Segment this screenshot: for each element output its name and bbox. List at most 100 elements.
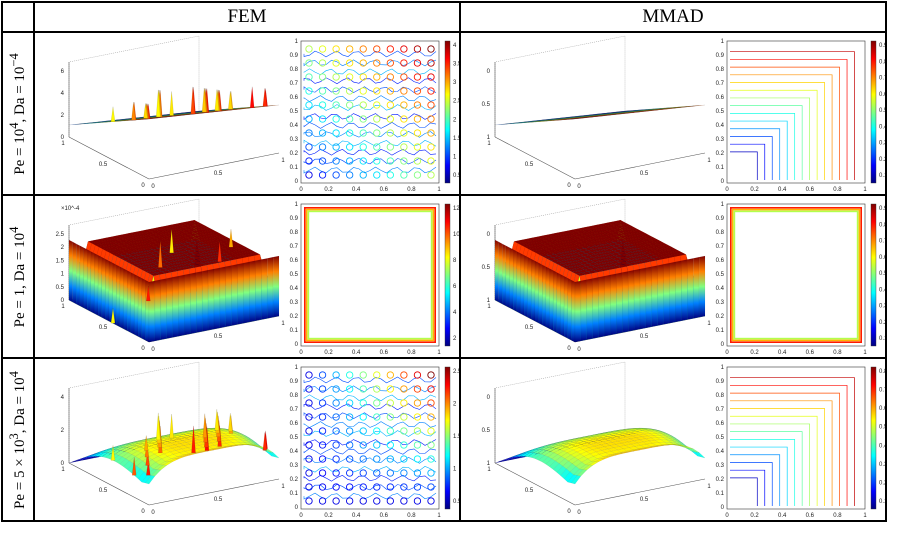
x-tick-label: 0.5 — [99, 162, 108, 168]
oscillation-ring — [386, 399, 394, 407]
oscillation-ring — [400, 45, 408, 53]
y-tick-label: 0 — [151, 510, 155, 516]
x-tick-label: 0.5 — [99, 488, 108, 494]
colorbar-tick: 0.1 — [879, 173, 885, 179]
contour-x-tick: 1 — [437, 187, 441, 193]
surface-plot: 00.511.522.510.50 00.51×10^-4 — [56, 198, 285, 353]
contour-x-tick: 1 — [437, 513, 441, 519]
colorbar-tick: 2.5 — [453, 369, 459, 375]
contour-x-tick: 0.2 — [324, 187, 333, 193]
oscillation-ring — [318, 59, 327, 67]
surface-side — [622, 271, 629, 333]
y-tick-label: 0 — [577, 347, 581, 353]
contour-y-tick: 1 — [721, 39, 725, 45]
oscillation-ring — [373, 59, 381, 67]
row-label-3: Pe = 5 × 103, Da = 104 — [1, 357, 35, 522]
surface-patch — [642, 110, 652, 112]
contour-line — [730, 408, 825, 506]
x-tick-label: 0 — [141, 509, 145, 515]
oscillation-ring — [427, 413, 435, 421]
oscillation-spike — [158, 240, 163, 268]
contour-x-tick: 0.2 — [750, 350, 759, 356]
surface-side — [154, 279, 161, 341]
oscillation-ring — [427, 45, 435, 53]
z-tick-label: 2.5 — [56, 232, 65, 238]
oscillation-ring — [346, 413, 354, 421]
oscillation-ring — [318, 455, 327, 463]
oscillation-ring — [386, 115, 394, 123]
y-tick-label: 0 — [151, 184, 155, 190]
oscillation-ring — [332, 455, 340, 463]
colorbar-tick: 0.1 — [879, 336, 885, 342]
contour-y-tick: 0.1 — [716, 328, 725, 334]
oscillation-ring — [332, 441, 340, 449]
contour-line — [303, 77, 437, 85]
contour-y-tick: 0 — [721, 342, 725, 348]
oscillation-ring — [413, 115, 422, 123]
oscillation-ring — [427, 171, 435, 179]
colorbar-tick: 3.5 — [453, 62, 459, 68]
oscillation-ring — [305, 385, 313, 393]
y-tick-label: 1 — [281, 321, 285, 327]
oscillation-ring — [305, 73, 313, 81]
axis-line — [148, 478, 280, 506]
oscillation-ring — [373, 87, 381, 95]
z-tick-label: 4 — [61, 395, 65, 401]
contour-line — [303, 95, 437, 102]
surface-side — [134, 274, 139, 337]
contour-line — [303, 122, 437, 129]
axis-line — [68, 136, 150, 180]
surface-side — [68, 239, 73, 303]
y-tick-label: 1 — [281, 158, 285, 164]
oscillation-ring — [373, 129, 381, 137]
oscillation-ring — [332, 87, 340, 95]
oscillation-ring — [332, 399, 340, 407]
contour-plot: 1 0.9 0.8 0.7 0.6 0.5 0.4 0.3 0.2 0.1 00 0.2 0.4 0.6 0… — [716, 39, 885, 193]
oscillation-spike — [228, 413, 233, 432]
contour-y-tick: 0.2 — [290, 477, 299, 483]
contour-line — [303, 465, 437, 473]
contour-line — [303, 50, 437, 58]
oscillation-ring — [318, 483, 327, 491]
figure-grid: FEM MMAD Pe = 104, Da = 10−4 0 2 4 6 1 0.5 0 0 0… — [1, 1, 887, 522]
oscillation-ring — [427, 87, 435, 95]
contour-y-tick: 1 — [295, 202, 299, 208]
oscillation-ring — [305, 413, 313, 421]
surface-side — [604, 274, 611, 337]
contour-line — [730, 113, 796, 180]
contour-y-tick: 0.1 — [716, 165, 725, 171]
contour-y-tick: 0.9 — [290, 216, 299, 222]
z-tick-label: 2 — [61, 428, 65, 434]
surface-side — [72, 241, 77, 304]
colorbar-tick: 0.9 — [879, 43, 885, 49]
contour-line — [730, 66, 840, 180]
contour-line — [730, 51, 855, 180]
surface-side — [534, 260, 539, 324]
oscillation-ring — [305, 171, 313, 179]
oscillation-ring — [427, 157, 435, 165]
surface-side — [520, 253, 525, 316]
contour-x-tick: 1 — [437, 350, 441, 356]
colorbar-tick: 0.8 — [879, 59, 885, 65]
colorbar-tick: 12 — [453, 206, 459, 212]
contour-y-tick: 0 — [721, 179, 725, 185]
oscillation-ring — [346, 497, 354, 505]
contour-line — [303, 403, 437, 411]
contour-y-tick: 0.8 — [716, 230, 725, 236]
contour-y-tick: 0.6 — [716, 95, 725, 101]
oscillation-spike — [217, 240, 222, 262]
oscillation-ring — [332, 483, 340, 491]
oscillation-ring — [386, 129, 394, 137]
oscillation-ring — [400, 157, 408, 165]
contour-x-tick: 0.8 — [407, 187, 416, 193]
contour-y-tick: 0.6 — [290, 421, 299, 427]
surface-patch — [571, 118, 581, 120]
contour-x-tick: 0.4 — [352, 513, 361, 519]
surface-side — [190, 272, 197, 334]
contour-line — [730, 446, 788, 506]
contour-line — [303, 157, 437, 165]
oscillation-spike — [191, 425, 196, 453]
contour-y-tick: 0.2 — [716, 477, 725, 483]
oscillation-ring — [346, 45, 354, 53]
